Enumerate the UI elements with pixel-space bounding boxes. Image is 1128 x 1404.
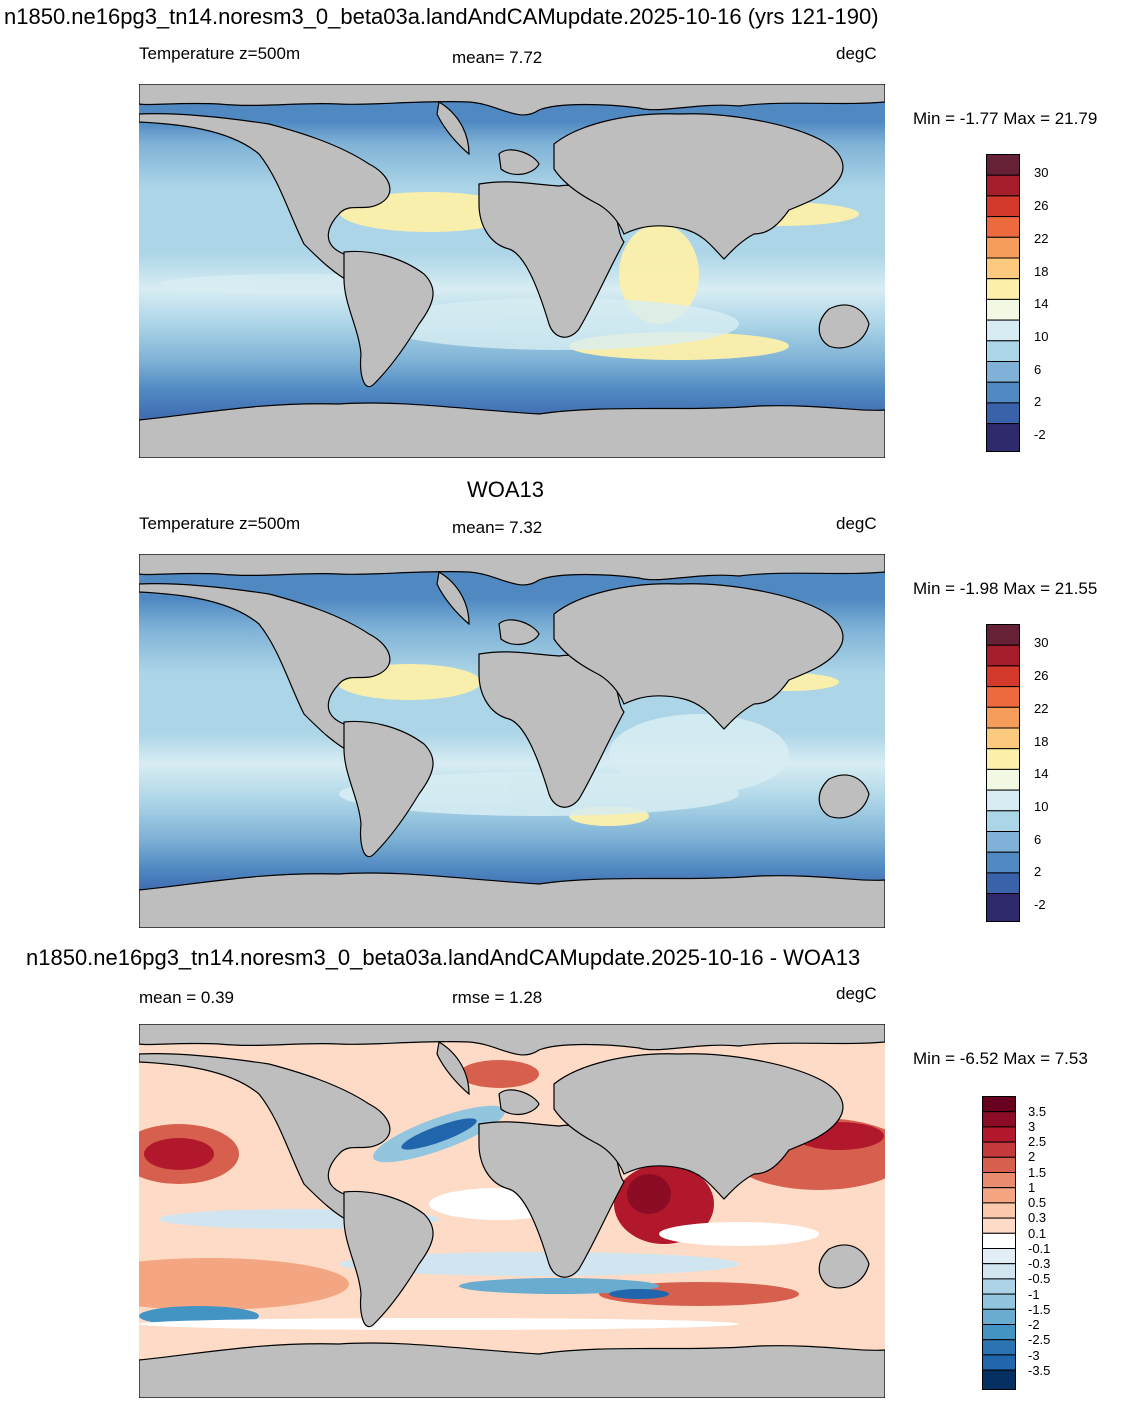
colorbar-tick: 2	[1034, 394, 1042, 409]
colorbar-tick: 0.3	[1028, 1210, 1047, 1225]
colorbar-tick: 1.5	[1028, 1165, 1047, 1180]
colorbar-tick: 26	[1034, 198, 1049, 213]
units-label: degC	[836, 984, 877, 1003]
colorbar-tick: 2	[1034, 864, 1042, 879]
mean-label: mean = 0.39	[139, 988, 234, 1007]
colorbar-tick: 0.5	[1028, 1195, 1047, 1210]
colorbar-tick: 18	[1034, 264, 1049, 279]
colorbar-tick: 2	[1028, 1149, 1036, 1164]
colorbar-tick: 10	[1034, 329, 1049, 344]
minmax-label: Min = -6.52 Max = 7.53	[913, 1049, 1088, 1068]
colorbar-tick: -0.5	[1028, 1271, 1051, 1286]
colorbar-tick: -2	[1034, 427, 1046, 442]
colorbar-tick: -2	[1028, 1317, 1040, 1332]
colorbar-tick: 30	[1034, 635, 1049, 650]
colorbar-tick: 30	[1034, 165, 1049, 180]
panel-title: n1850.ne16pg3_tn14.noresm3_0_beta03a.lan…	[26, 945, 861, 970]
cool-features	[339, 714, 789, 816]
variable-label: Temperature z=500m	[139, 514, 301, 533]
colorbar	[982, 1096, 1016, 1390]
colorbar-tick: -0.3	[1028, 1256, 1051, 1271]
colorbar-tick: -1	[1028, 1287, 1040, 1302]
colorbar-tick: 2.5	[1028, 1134, 1047, 1149]
units-label: degC	[836, 44, 877, 63]
land	[139, 1024, 885, 1398]
colorbar-tick: 6	[1034, 362, 1042, 377]
colorbar	[986, 154, 1020, 452]
colorbar-tick: 14	[1034, 766, 1049, 781]
land	[139, 554, 885, 928]
colorbar-tick: -2	[1034, 897, 1046, 912]
colorbar-tick: 10	[1034, 799, 1049, 814]
panel-title: WOA13	[467, 477, 545, 502]
colorbar-tick: -3.5	[1028, 1363, 1051, 1378]
land	[139, 84, 885, 458]
minmax-label: Min = -1.98 Max = 21.55	[913, 579, 1098, 598]
colorbar-tick: 0.1	[1028, 1226, 1047, 1241]
colorbar-tick: 14	[1034, 296, 1049, 311]
temperature-map	[139, 554, 885, 928]
colorbar-tick: 3.5	[1028, 1104, 1047, 1119]
colorbar-tick: 6	[1034, 832, 1042, 847]
colorbar	[986, 624, 1020, 922]
rmse-label: rmse = 1.28	[452, 988, 543, 1007]
colorbar-tick: 18	[1034, 734, 1049, 749]
difference-map	[139, 1024, 885, 1398]
colorbar-tick: -0.1	[1028, 1241, 1051, 1256]
negative-anomalies	[139, 1105, 819, 1330]
units-label: degC	[836, 514, 877, 533]
colorbar-tick: -1.5	[1028, 1302, 1051, 1317]
variable-label: Temperature z=500m	[139, 44, 301, 63]
panel-title: n1850.ne16pg3_tn14.noresm3_0_beta03a.lan…	[4, 4, 879, 29]
minmax-label: Min = -1.77 Max = 21.79	[913, 109, 1098, 128]
colorbar-tick: 1	[1028, 1180, 1036, 1195]
colorbar-tick: 3	[1028, 1119, 1036, 1134]
colorbar-tick: -3	[1028, 1348, 1040, 1363]
colorbar-tick: 22	[1034, 231, 1049, 246]
colorbar-tick: -2.5	[1028, 1332, 1051, 1347]
mean-label: mean= 7.32	[452, 518, 543, 537]
mean-label: mean= 7.72	[452, 48, 543, 67]
colorbar-tick: 26	[1034, 668, 1049, 683]
colorbar-tick: 22	[1034, 701, 1049, 716]
temperature-map	[139, 84, 885, 458]
